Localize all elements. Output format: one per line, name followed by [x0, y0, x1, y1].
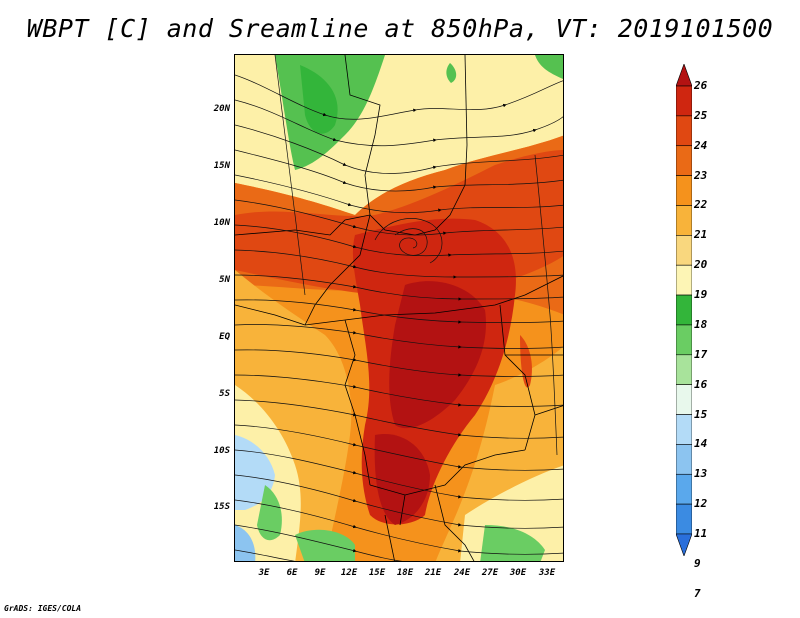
chart-title: WBPT [C] and Sreamline at 850hPa, VT: 20…	[26, 14, 774, 43]
lon-label: 9E	[314, 568, 326, 578]
colorbar-label: 20	[694, 258, 708, 272]
lat-label: EQ	[219, 332, 230, 342]
colorbar-segment	[676, 414, 692, 445]
colorbar-segment	[676, 324, 692, 356]
colorbar-label: 26	[694, 79, 708, 92]
colorbar-label: 21	[694, 228, 708, 242]
colorbar-label: 15	[694, 407, 708, 421]
lat-label: 10N	[213, 218, 230, 228]
lat-label: 20N	[213, 104, 230, 114]
streamlines	[235, 55, 563, 561]
colorbar-segment	[676, 444, 692, 475]
lon-label: 21E	[424, 568, 442, 578]
lat-label: 15S	[213, 502, 230, 512]
colorbar-segment	[676, 294, 692, 326]
lat-label: 5N	[219, 275, 230, 285]
lon-label: 3E	[258, 568, 270, 578]
lon-label: 12E	[340, 568, 358, 578]
lon-label: 27E	[481, 568, 499, 578]
colorbar-segment	[676, 384, 692, 415]
lon-label: 30E	[509, 568, 527, 578]
credit-text: GrADS: IGES/COLA	[4, 604, 82, 613]
colorbar-segment	[676, 264, 692, 296]
colorbar	[676, 64, 692, 556]
colorbar-segment	[676, 115, 692, 147]
colorbar-label: 25	[694, 108, 708, 122]
colorbar-segment	[676, 64, 692, 87]
colorbar-segment	[676, 145, 692, 176]
colorbar-segment	[676, 235, 692, 266]
lat-label: 10S	[213, 446, 230, 456]
colorbar-segment	[676, 85, 692, 117]
lat-label: 5S	[219, 389, 230, 399]
lon-label: 6E	[286, 568, 298, 578]
wbpt-field	[235, 55, 563, 561]
colorbar-segment	[676, 354, 692, 385]
colorbar-label: 7	[694, 586, 701, 600]
colorbar-label: 19	[694, 288, 708, 302]
colorbar-label: 16	[694, 377, 708, 391]
lon-label: 18E	[396, 568, 414, 578]
colorbar-segment	[676, 175, 692, 206]
colorbar-label: 17	[694, 347, 708, 361]
colorbar-label: 23	[694, 168, 708, 182]
colorbar-label: 11	[694, 527, 708, 540]
lon-label: 15E	[368, 568, 386, 578]
colorbar-label: 12	[694, 497, 708, 511]
colorbar-segment	[676, 205, 692, 236]
lon-label: 33E	[538, 568, 556, 578]
colorbar-segment	[676, 503, 692, 535]
weather-map	[234, 54, 564, 562]
colorbar-segment	[676, 473, 692, 505]
lat-label: 15N	[213, 161, 230, 171]
colorbar-label: 14	[694, 437, 708, 451]
colorbar-label: 24	[694, 138, 708, 152]
colorbar-label: 22	[694, 198, 708, 212]
colorbar-label: 9	[694, 556, 701, 570]
lon-label: 24E	[453, 568, 471, 578]
colorbar-label: 18	[694, 317, 708, 331]
colorbar-label: 13	[694, 467, 708, 481]
colorbar-segment	[676, 533, 692, 556]
